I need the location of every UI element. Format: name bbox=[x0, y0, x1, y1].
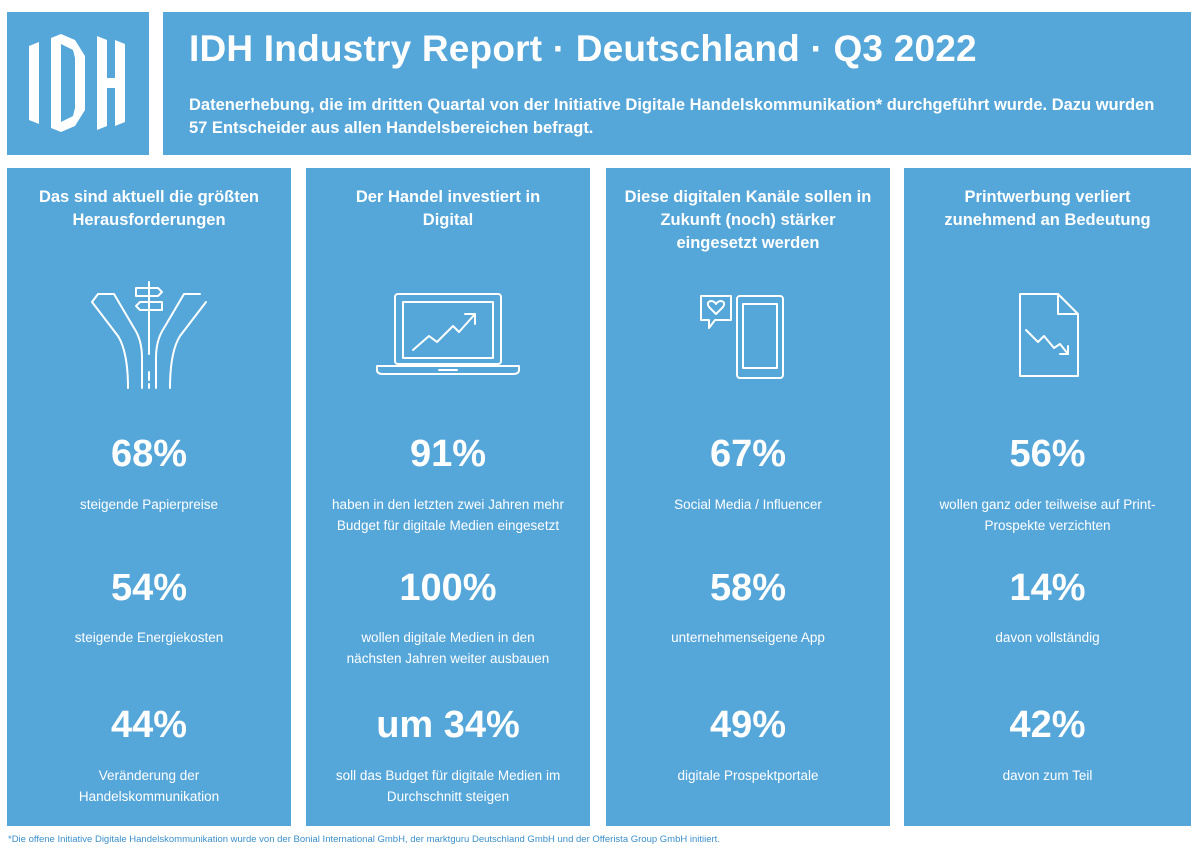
stat-label: digitale Prospektportale bbox=[677, 768, 819, 783]
stat-label: davon vollständig bbox=[995, 630, 1100, 645]
column-heading: Printwerbung verliert zunehmend an Bedeu… bbox=[944, 188, 1151, 229]
column-challenges: Das sind aktuell die größten Herausforde… bbox=[7, 168, 291, 826]
stat-value: 100% bbox=[399, 567, 497, 609]
column-digital-investment: Der Handel investiert in Digital 91% hab… bbox=[306, 168, 590, 826]
stat-label: soll das Budget für digitale Medien im D… bbox=[335, 768, 561, 804]
idh-logo bbox=[7, 12, 149, 155]
laptop-growth-chart-icon bbox=[306, 280, 590, 390]
stat-value: 44% bbox=[110, 704, 188, 746]
stat-value: 49% bbox=[709, 704, 787, 746]
stat-label: steigende Energiekosten bbox=[74, 630, 224, 645]
footnote: *Die offene Initiative Digitale Handelsk… bbox=[8, 834, 720, 845]
document-declining-chart-icon bbox=[904, 280, 1191, 390]
stat-value: 56% bbox=[1009, 433, 1086, 475]
report-title: IDH Industry Report · Deutschland · Q3 2… bbox=[189, 28, 977, 69]
stat-label: haben in den letzten zwei Jahren mehr Bu… bbox=[332, 497, 564, 533]
stat-label: wollen ganz oder teilweise auf Print-Pro… bbox=[939, 497, 1156, 533]
column-heading: Der Handel investiert in Digital bbox=[355, 188, 541, 229]
stat-label: unternehmenseigene App bbox=[671, 630, 825, 645]
stat-value: 58% bbox=[709, 567, 787, 609]
crossroads-signpost-icon bbox=[7, 280, 291, 390]
stat-label: Veränderung der Handelskommunikation bbox=[78, 768, 220, 804]
stat-value: 42% bbox=[1009, 704, 1086, 746]
column-digital-channels: Diese digitalen Kanäle sollen in Zukunft… bbox=[606, 168, 890, 826]
stat-label: Social Media / Influencer bbox=[674, 497, 822, 512]
stat-value: 67% bbox=[709, 433, 787, 475]
stat-value: um 34% bbox=[376, 704, 520, 746]
report-subtitle: Datenerhebung, die im dritten Quartal vo… bbox=[189, 96, 1155, 137]
stat-value: 91% bbox=[409, 433, 487, 475]
stat-label: wollen digitale Medien in den nächsten J… bbox=[346, 630, 550, 666]
stat-label: davon zum Teil bbox=[1002, 768, 1093, 783]
column-print-decline: Printwerbung verliert zunehmend an Bedeu… bbox=[904, 168, 1191, 826]
stat-label: steigende Papierpreise bbox=[79, 497, 219, 512]
idh-logo-mark-icon bbox=[29, 34, 125, 132]
stat-value: 14% bbox=[1009, 567, 1086, 609]
stat-value: 54% bbox=[110, 567, 188, 609]
column-heading: Das sind aktuell die größten Herausforde… bbox=[38, 188, 260, 229]
stat-value: 68% bbox=[110, 433, 188, 475]
column-heading: Diese digitalen Kanäle sollen in Zukunft… bbox=[624, 188, 872, 252]
smartphone-heart-bubble-icon bbox=[606, 280, 890, 390]
report-header: IDH Industry Report · Deutschland · Q3 2… bbox=[163, 12, 1191, 155]
